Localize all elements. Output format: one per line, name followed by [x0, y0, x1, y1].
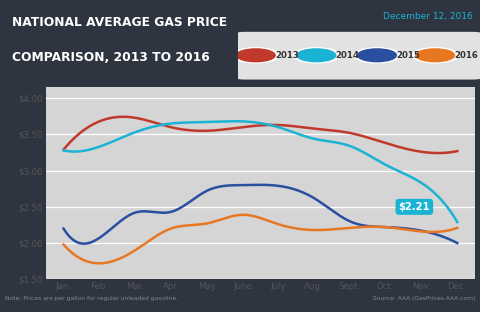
Text: December 12, 2016: December 12, 2016 [383, 12, 473, 21]
Text: COMPARISON, 2013 TO 2016: COMPARISON, 2013 TO 2016 [12, 51, 210, 64]
Text: $2.21: $2.21 [398, 202, 430, 212]
Circle shape [293, 48, 339, 63]
Circle shape [233, 48, 279, 63]
Circle shape [236, 49, 275, 62]
Text: Source: AAA (GasPrices.AAA.com): Source: AAA (GasPrices.AAA.com) [372, 296, 475, 301]
FancyBboxPatch shape [233, 32, 480, 80]
Text: NATIONAL AVERAGE GAS PRICE: NATIONAL AVERAGE GAS PRICE [12, 16, 227, 29]
Text: 2016: 2016 [455, 51, 479, 60]
Text: 2014: 2014 [336, 51, 360, 60]
Text: Note: Prices are per gallon for regular unleaded gasoline.: Note: Prices are per gallon for regular … [5, 296, 178, 301]
Circle shape [358, 49, 396, 62]
Circle shape [354, 48, 400, 63]
Text: 2015: 2015 [396, 51, 420, 60]
Circle shape [412, 48, 458, 63]
Circle shape [297, 49, 336, 62]
Text: 2013: 2013 [275, 51, 299, 60]
Circle shape [416, 49, 455, 62]
